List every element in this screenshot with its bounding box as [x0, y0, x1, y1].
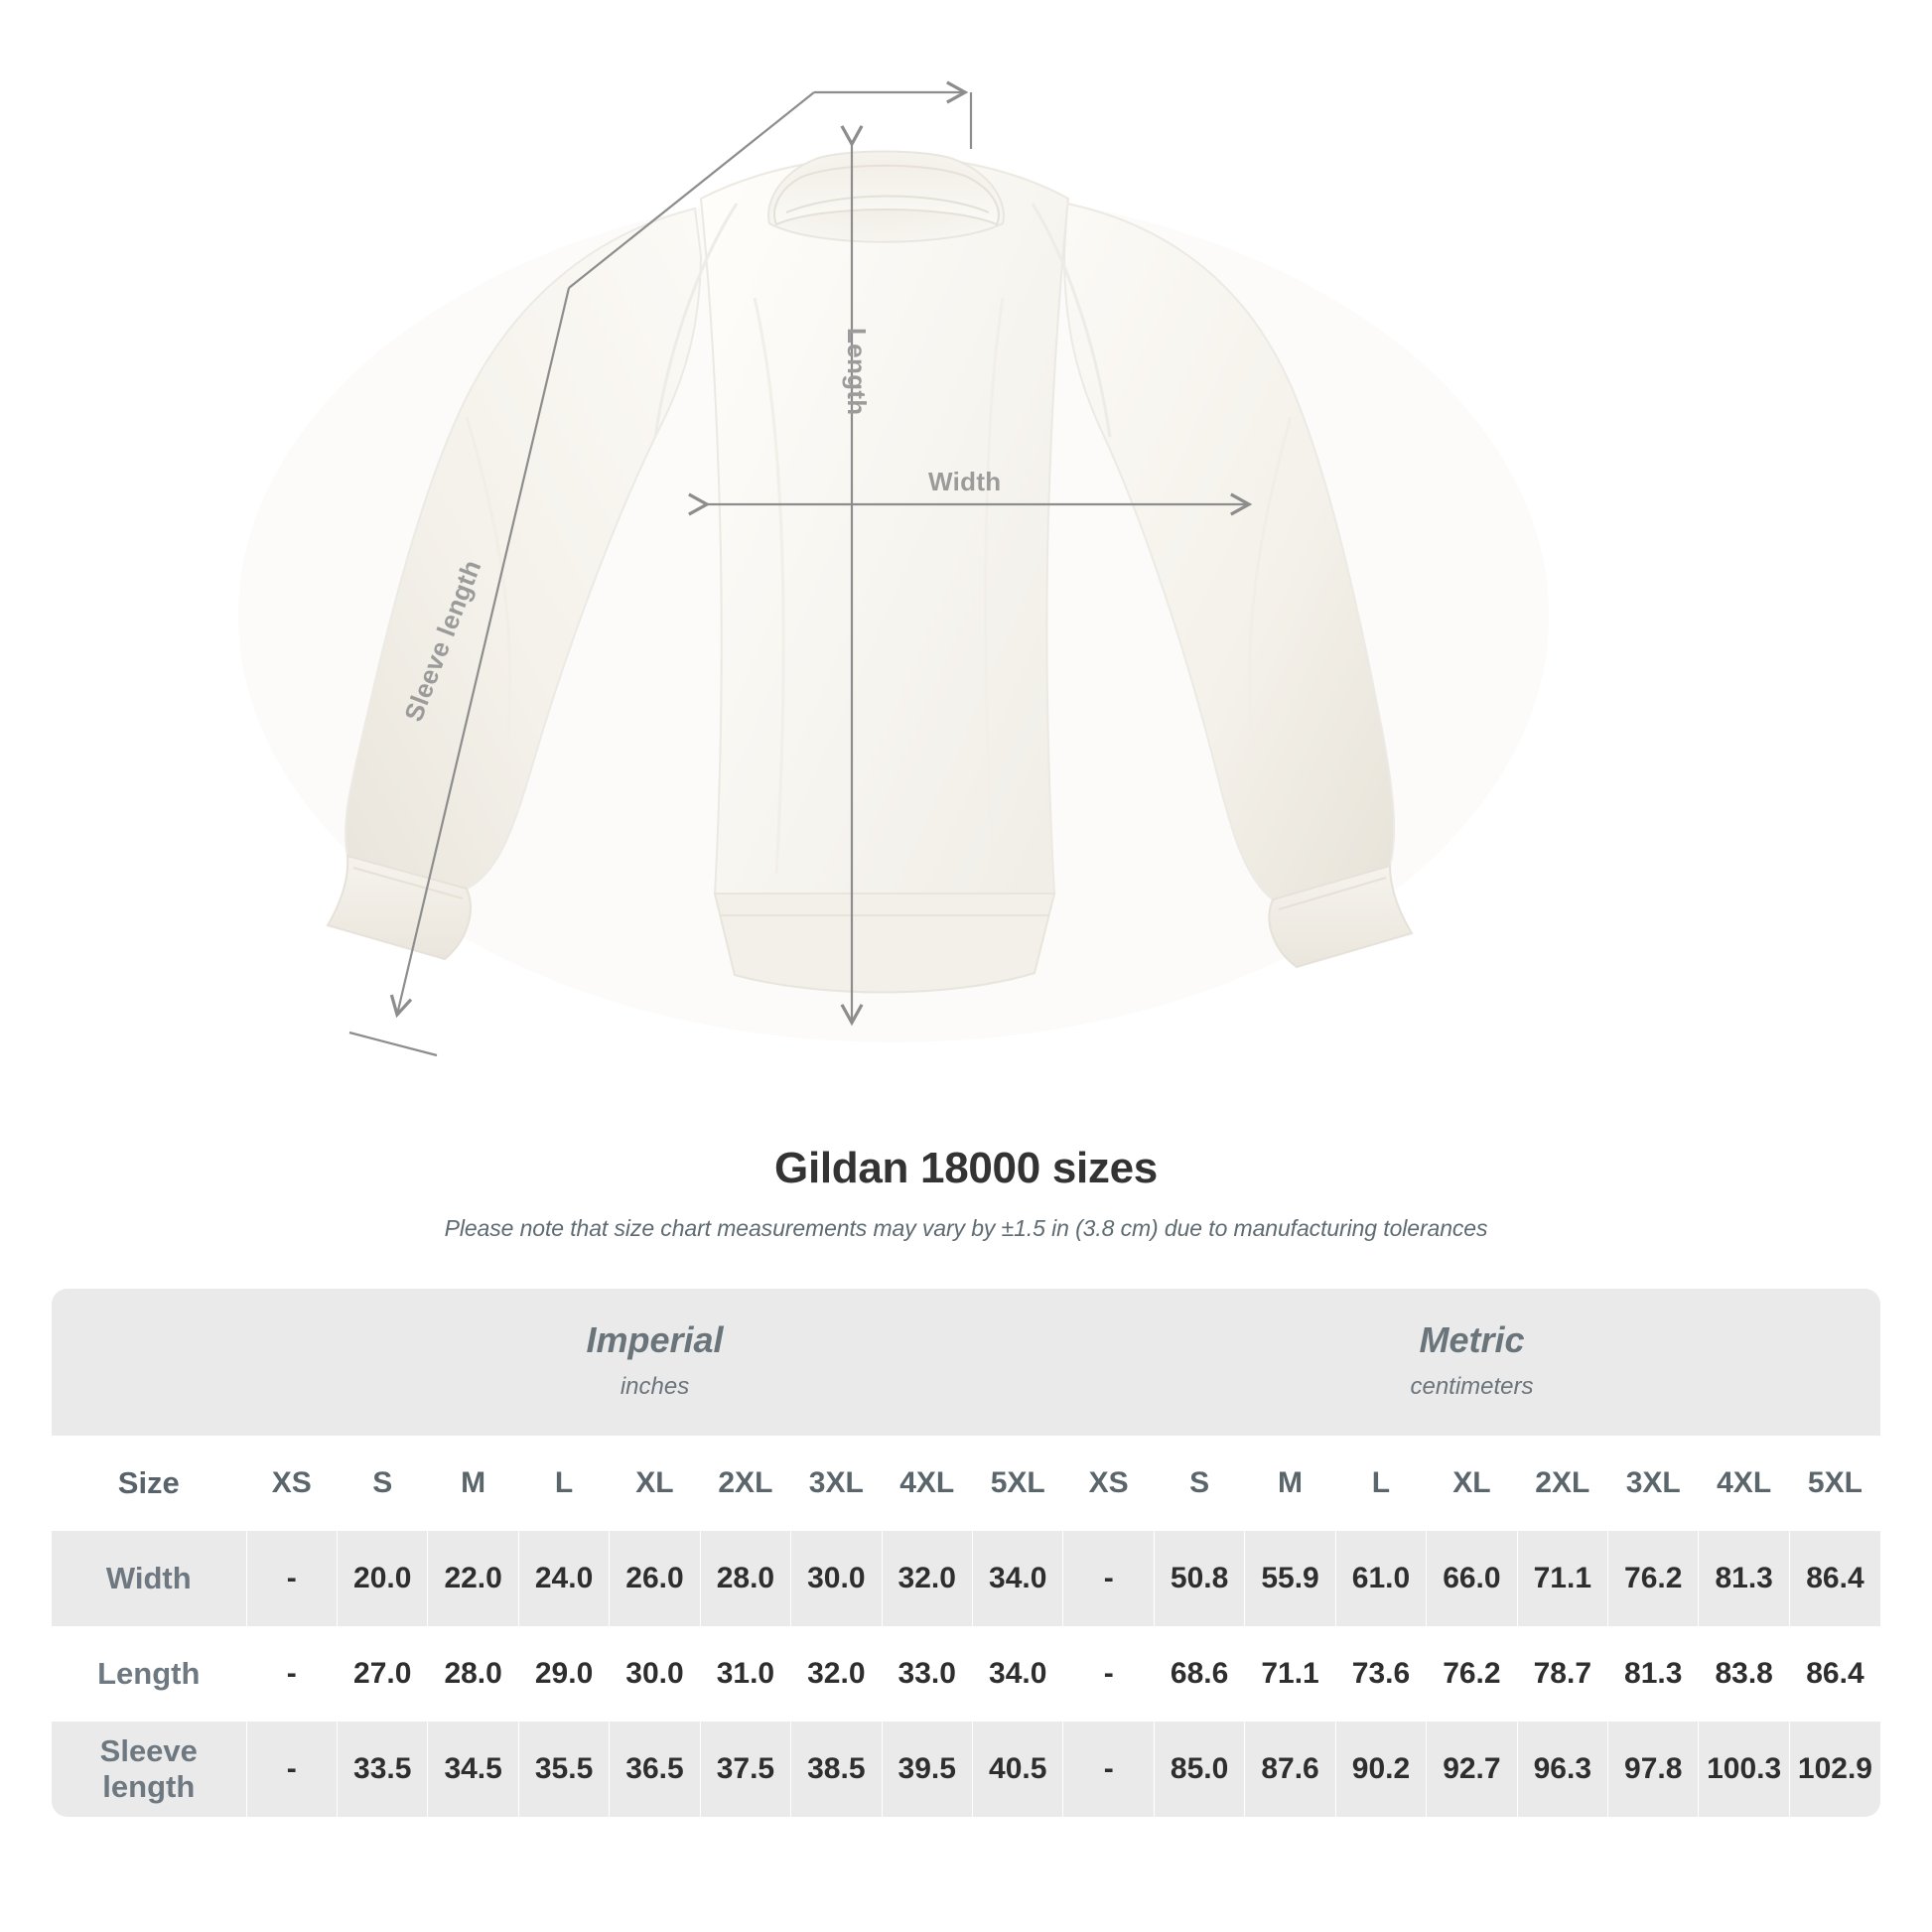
measurement-value-metric: 85.0 [1153, 1722, 1245, 1817]
annotation-label-width: Width [928, 467, 1002, 496]
measurement-value-metric: - [1062, 1531, 1155, 1626]
size-header-cell-5xl: 5XL [971, 1436, 1063, 1531]
size-header-row: Size XS S M L XL 2XL 3XL 4XL 5XL XS S M L XL 2XL 3XL 4XL 5… [52, 1436, 1880, 1531]
garment-illustration: Length Width Sleeve length [326, 80, 1414, 1057]
unit-group-name: Metric [1419, 1319, 1525, 1360]
unit-group-name: Imperial [586, 1319, 724, 1360]
measurement-label: Sleeve length [52, 1722, 247, 1817]
size-header-cell-4xl: 4XL [881, 1436, 973, 1531]
page-title: Gildan 18000 sizes [774, 1144, 1158, 1192]
measurement-value-metric: 55.9 [1244, 1531, 1336, 1626]
measurement-value-imperial: 37.5 [699, 1722, 791, 1817]
unit-group-header-metric: Metric centimeters [1062, 1289, 1880, 1436]
unit-group-header-imperial: Imperial inches [246, 1289, 1063, 1436]
tolerance-note: Please note that size chart measurements… [444, 1215, 1488, 1241]
measurement-value-imperial: 36.5 [609, 1722, 701, 1817]
measurement-value-imperial: 27.0 [336, 1626, 428, 1722]
measurement-value-metric: - [1062, 1722, 1155, 1817]
measurement-value-imperial: 31.0 [699, 1626, 791, 1722]
size-header-cell-l: L [1334, 1436, 1427, 1531]
size-chart-table: Imperial inches Metric centimeters Size XS S M L… [52, 1289, 1880, 1817]
size-header-cell-xs: XS [245, 1436, 338, 1531]
size-column-label: Size [52, 1436, 247, 1531]
table-row: Sleeve length -33.5 34.5 35.5 36.5 37.5 38.5 39… [52, 1722, 1880, 1817]
measurement-value-metric: 76.2 [1426, 1626, 1518, 1722]
measurement-value-metric: 92.7 [1426, 1722, 1518, 1817]
measurement-value-metric: 100.3 [1698, 1722, 1790, 1817]
measurement-value-imperial: - [245, 1722, 338, 1817]
measurement-value-imperial: 32.0 [790, 1626, 883, 1722]
measurement-value-metric: 50.8 [1153, 1531, 1245, 1626]
chart-header: Gildan 18000 sizes Please note that size… [0, 1144, 1932, 1242]
measurement-value-imperial: - [245, 1531, 338, 1626]
size-header-cell-s: S [336, 1436, 428, 1531]
size-header-cell-m: M [1244, 1436, 1336, 1531]
measurement-value-metric: 81.3 [1698, 1531, 1790, 1626]
table-row: Width -20.0 22.0 24.0 26.0 28.0 30.0 32.0 34.0-5… [52, 1531, 1880, 1626]
size-header-cell-2xl: 2XL [699, 1436, 791, 1531]
measurement-value-imperial: 28.0 [699, 1531, 791, 1626]
measurement-value-imperial: 33.5 [336, 1722, 428, 1817]
measurement-value-imperial: - [245, 1626, 338, 1722]
measurement-value-imperial: 34.0 [971, 1531, 1063, 1626]
measurement-value-metric: 66.0 [1426, 1531, 1518, 1626]
measurement-value-imperial: 29.0 [517, 1626, 610, 1722]
size-header-cell-xl: XL [1426, 1436, 1518, 1531]
measurement-value-metric: - [1062, 1626, 1155, 1722]
size-header-cell-5xl: 5XL [1788, 1436, 1880, 1531]
size-header-cell-xl: XL [609, 1436, 701, 1531]
measurement-value-metric: 71.1 [1244, 1626, 1336, 1722]
measurement-value-metric: 86.4 [1788, 1626, 1880, 1722]
size-header-cell-m: M [427, 1436, 519, 1531]
measurement-value-imperial: 35.5 [517, 1722, 610, 1817]
measurement-value-metric: 76.2 [1607, 1531, 1699, 1626]
size-header-cell-l: L [517, 1436, 610, 1531]
measurement-value-metric: 96.3 [1516, 1722, 1608, 1817]
measurement-value-imperial: 40.5 [971, 1722, 1063, 1817]
measurement-value-imperial: 34.0 [971, 1626, 1063, 1722]
measurement-value-metric: 71.1 [1516, 1531, 1608, 1626]
size-header-cell-4xl: 4XL [1698, 1436, 1790, 1531]
size-header-cell-s: S [1153, 1436, 1245, 1531]
measurement-label: Width [52, 1531, 247, 1626]
measurement-value-imperial: 30.0 [609, 1626, 701, 1722]
table-row: Length -27.0 28.0 29.0 30.0 31.0 32.0 33.0 34.0-… [52, 1626, 1880, 1722]
measurement-value-metric: 97.8 [1607, 1722, 1699, 1817]
unit-group-header-row: Imperial inches Metric centimeters [52, 1289, 1880, 1436]
measurement-value-imperial: 33.0 [881, 1626, 973, 1722]
measurement-value-imperial: 38.5 [790, 1722, 883, 1817]
measurement-value-metric: 78.7 [1516, 1626, 1608, 1722]
unit-group-subtitle: centimeters [1410, 1373, 1534, 1400]
size-header-cell-3xl: 3XL [790, 1436, 883, 1531]
measurement-value-metric: 73.6 [1334, 1626, 1427, 1722]
measurement-value-metric: 61.0 [1334, 1531, 1427, 1626]
size-header-cell-3xl: 3XL [1607, 1436, 1699, 1531]
measurement-value-metric: 102.9 [1788, 1722, 1880, 1817]
measurement-label: Length [52, 1626, 247, 1722]
measurement-value-metric: 81.3 [1607, 1626, 1699, 1722]
measurement-value-imperial: 32.0 [881, 1531, 973, 1626]
measurement-value-imperial: 39.5 [881, 1722, 973, 1817]
measurement-value-imperial: 26.0 [609, 1531, 701, 1626]
measurement-value-imperial: 20.0 [336, 1531, 428, 1626]
measurement-value-metric: 90.2 [1334, 1722, 1427, 1817]
measurement-value-metric: 86.4 [1788, 1531, 1880, 1626]
sweatshirt-drawing [326, 80, 1414, 1057]
measurement-value-imperial: 22.0 [427, 1531, 519, 1626]
measurement-value-imperial: 30.0 [790, 1531, 883, 1626]
measurement-value-imperial: 24.0 [517, 1531, 610, 1626]
unit-header-spacer [52, 1289, 247, 1436]
measurement-value-metric: 87.6 [1244, 1722, 1336, 1817]
size-header-cell-xs: XS [1062, 1436, 1155, 1531]
unit-group-subtitle: inches [620, 1373, 690, 1400]
size-header-cell-2xl: 2XL [1516, 1436, 1608, 1531]
measurement-value-metric: 83.8 [1698, 1626, 1790, 1722]
measurement-value-metric: 68.6 [1153, 1626, 1245, 1722]
measurement-value-imperial: 34.5 [427, 1722, 519, 1817]
annotation-label-length: Length [842, 328, 872, 416]
measurement-value-imperial: 28.0 [427, 1626, 519, 1722]
